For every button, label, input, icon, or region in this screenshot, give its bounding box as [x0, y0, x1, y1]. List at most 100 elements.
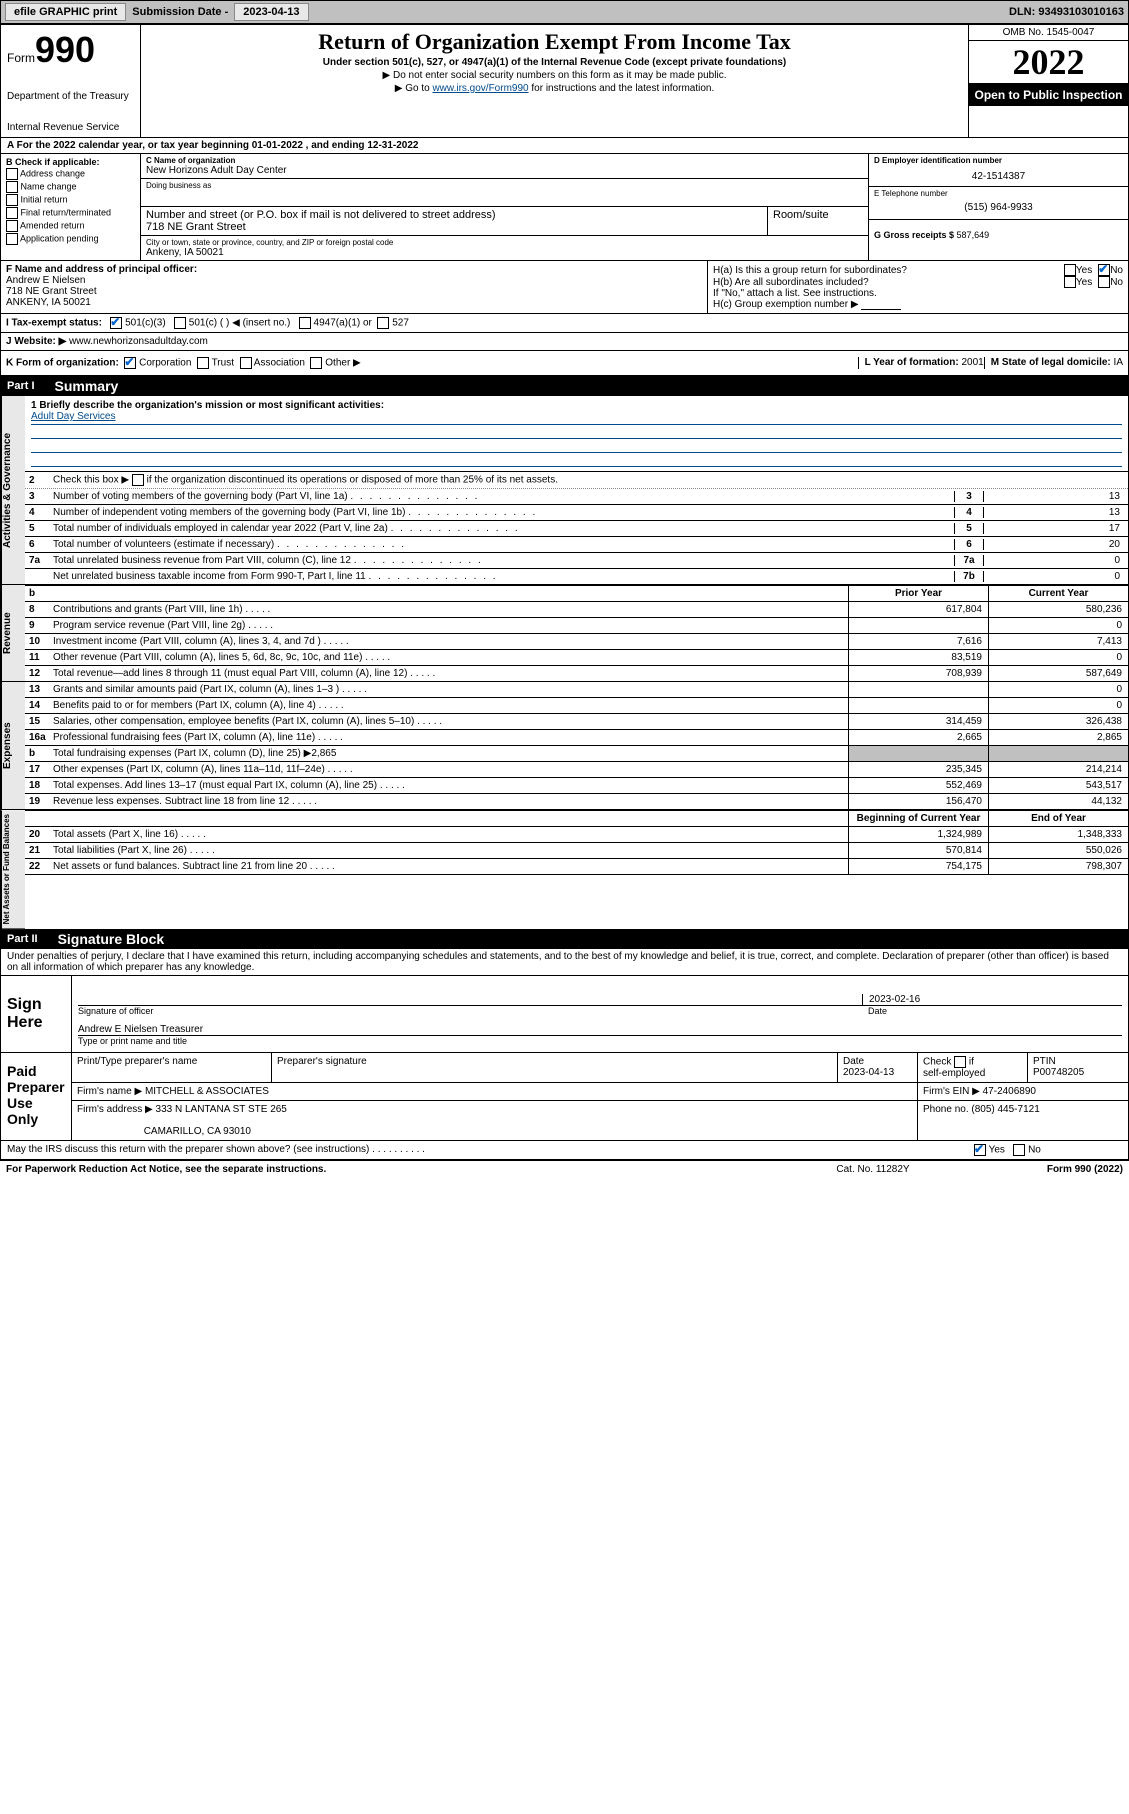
ha-no[interactable] [1098, 264, 1110, 276]
exp-label: Expenses [1, 682, 25, 810]
cb-discontinued[interactable] [132, 474, 144, 486]
cb-4947[interactable] [299, 317, 311, 329]
summary-revenue: Revenue b Prior Year Current Year 8Contr… [1, 585, 1128, 682]
data-line-22: 22Net assets or fund balances. Subtract … [25, 859, 1128, 875]
form-number: Form 990 [7, 29, 134, 71]
irs-label: Internal Revenue Service [7, 122, 134, 133]
cb-501c[interactable] [174, 317, 186, 329]
ha-yes[interactable] [1064, 264, 1076, 276]
city-state-zip: Ankeny, IA 50021 [146, 247, 863, 258]
form990-link[interactable]: www.irs.gov/Form990 [432, 83, 528, 94]
org-name-cell: C Name of organization New Horizons Adul… [141, 154, 868, 179]
dept-treasury: Department of the Treasury [7, 91, 134, 102]
topbar: efile GRAPHIC print Submission Date - 20… [0, 0, 1129, 24]
ein: 42-1514387 [874, 165, 1123, 182]
room-suite-cell: Room/suite [768, 207, 868, 235]
cb-other[interactable] [310, 357, 322, 369]
line1-mission: 1 Briefly describe the organization's mi… [25, 396, 1128, 472]
section-bcde: B Check if applicable: Address change Na… [1, 154, 1128, 261]
city-cell: City or town, state or province, country… [141, 236, 868, 260]
ssn-note: ▶ Do not enter social security numbers o… [147, 70, 962, 81]
gov-label: Activities & Governance [1, 396, 25, 585]
discuss-row: May the IRS discuss this return with the… [1, 1141, 1128, 1160]
data-line-16a: 16aProfessional fundraising fees (Part I… [25, 730, 1128, 746]
state-domicile: IA [1114, 357, 1123, 368]
website: www.newhorizonsadultday.com [69, 336, 208, 347]
cb-501c3[interactable] [110, 317, 122, 329]
firm-addr: 333 N LANTANA ST STE 265 [156, 1104, 287, 1115]
summary-netassets: Net Assets or Fund Balances Beginning of… [1, 810, 1128, 929]
gov-line-4: 4Number of independent voting members of… [25, 505, 1128, 521]
page-footer: For Paperwork Reduction Act Notice, see … [0, 1161, 1129, 1178]
hb-yes[interactable] [1064, 276, 1076, 288]
line2: 2 Check this box ▶ if the organization d… [25, 472, 1128, 489]
gov-line-6: 6Total number of volunteers (estimate if… [25, 537, 1128, 553]
gov-line-7a: 7aTotal unrelated business revenue from … [25, 553, 1128, 569]
rev-header: b Prior Year Current Year [25, 585, 1128, 602]
declaration: Under penalties of perjury, I declare th… [1, 949, 1128, 976]
data-line-11: 11Other revenue (Part VIII, column (A), … [25, 650, 1128, 666]
data-line-18: 18Total expenses. Add lines 13–17 (must … [25, 778, 1128, 794]
cb-self-employed[interactable] [954, 1056, 966, 1068]
efile-print-button[interactable]: efile GRAPHIC print [5, 3, 126, 21]
org-name: New Horizons Adult Day Center [146, 165, 863, 176]
gov-line-3: 3Number of voting members of the governi… [25, 489, 1128, 505]
street-address: 718 NE Grant Street [146, 221, 762, 233]
gross-receipts-cell: G Gross receipts $ 587,649 [869, 220, 1128, 260]
cb-corporation[interactable] [124, 357, 136, 369]
part2-header: Part II Signature Block [1, 929, 1128, 949]
form-title: Return of Organization Exempt From Incom… [147, 29, 962, 55]
gov-line-5: 5Total number of individuals employed in… [25, 521, 1128, 537]
sign-date: 2023-02-16 [862, 994, 1122, 1005]
data-line-9: 9Program service revenue (Part VIII, lin… [25, 618, 1128, 634]
firm-addr-row: Firm's address ▶ 333 N LANTANA ST STE 26… [72, 1101, 1128, 1140]
dba-cell: Doing business as [141, 179, 868, 207]
cb-trust[interactable] [197, 357, 209, 369]
cb-amended-return[interactable]: Amended return [6, 220, 135, 232]
rev-label: Revenue [1, 585, 25, 682]
open-to-public: Open to Public Inspection [969, 84, 1128, 106]
data-line-14: 14Benefits paid to or for members (Part … [25, 698, 1128, 714]
cb-name-change[interactable]: Name change [6, 181, 135, 193]
firm-name-row: Firm's name ▶ MITCHELL & ASSOCIATES Firm… [72, 1083, 1128, 1101]
cb-application-pending[interactable]: Application pending [6, 233, 135, 245]
firm-name: MITCHELL & ASSOCIATES [145, 1086, 269, 1097]
discuss-no[interactable] [1013, 1144, 1025, 1156]
discuss-yes[interactable] [974, 1144, 986, 1156]
row-klm: K Form of organization: Corporation Trus… [1, 351, 1128, 376]
data-line-b: bTotal fundraising expenses (Part IX, co… [25, 746, 1128, 762]
firm-phone: (805) 445-7121 [971, 1104, 1039, 1115]
form-990: Form 990 Department of the Treasury Inte… [0, 24, 1129, 1161]
cb-527[interactable] [377, 317, 389, 329]
cb-initial-return[interactable]: Initial return [6, 194, 135, 206]
row-i-tax-status: I Tax-exempt status: 501(c)(3) 501(c) ( … [1, 314, 1128, 333]
column-b-checkboxes: B Check if applicable: Address change Na… [1, 154, 141, 260]
sign-here-row: Sign Here 2023-02-16 Signature of office… [1, 976, 1128, 1053]
paid-preparer-label: Paid Preparer Use Only [1, 1053, 71, 1140]
form-subtitle: Under section 501(c), 527, or 4947(a)(1)… [147, 57, 962, 68]
paid-preparer-row: Paid Preparer Use Only Print/Type prepar… [1, 1053, 1128, 1141]
phone-cell: E Telephone number (515) 964-9933 [869, 187, 1128, 220]
street-cell: Number and street (or P.O. box if mail i… [141, 207, 768, 235]
data-line-13: 13Grants and similar amounts paid (Part … [25, 682, 1128, 698]
summary-expenses: Expenses 13Grants and similar amounts pa… [1, 682, 1128, 810]
data-line-12: 12Total revenue—add lines 8 through 11 (… [25, 666, 1128, 682]
gross-receipts: 587,649 [957, 230, 990, 240]
dln: DLN: 93493103010163 [1009, 6, 1124, 18]
submission-date-button[interactable]: 2023-04-13 [234, 3, 308, 21]
cb-address-change[interactable]: Address change [6, 168, 135, 180]
firm-ein: 47-2406890 [983, 1086, 1036, 1097]
summary-governance: Activities & Governance 1 Briefly descri… [1, 396, 1128, 585]
ein-cell: D Employer identification number 42-1514… [869, 154, 1128, 187]
cb-association[interactable] [240, 357, 252, 369]
omb-number: OMB No. 1545-0047 [969, 25, 1128, 41]
cb-final-return[interactable]: Final return/terminated [6, 207, 135, 219]
row-fgh: F Name and address of principal officer:… [1, 261, 1128, 314]
ptin: P00748205 [1033, 1067, 1084, 1078]
year-formation: 2001 [961, 357, 983, 368]
tax-year: 2022 [969, 41, 1128, 84]
data-line-10: 10Investment income (Part VIII, column (… [25, 634, 1128, 650]
mission-link[interactable]: Adult Day Services [31, 411, 115, 422]
hb-no[interactable] [1098, 276, 1110, 288]
data-line-17: 17Other expenses (Part IX, column (A), l… [25, 762, 1128, 778]
